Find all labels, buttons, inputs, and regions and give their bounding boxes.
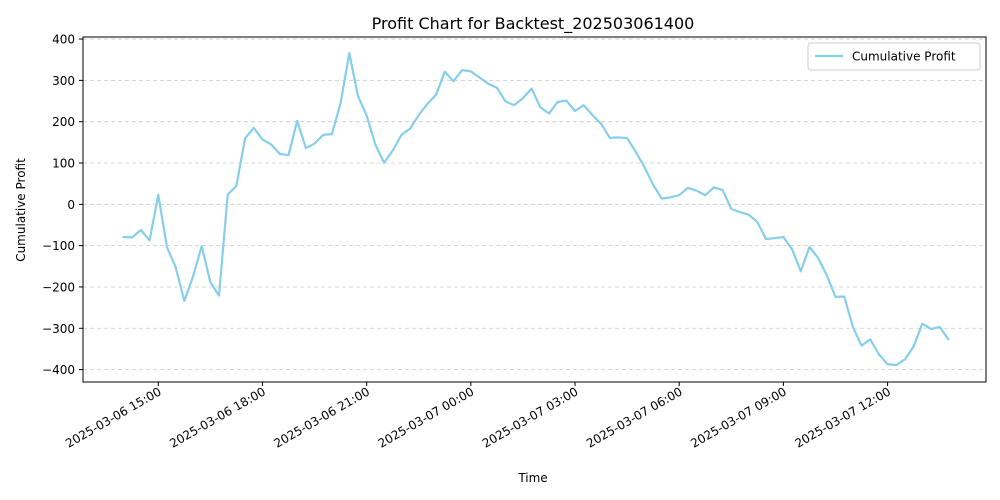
gridlines (83, 38, 986, 371)
y-tick-label: 400 (52, 33, 75, 47)
y-tick-label: −100 (42, 239, 75, 253)
cumulative-profit-line (122, 52, 950, 367)
y-axis-label: Cumulative Profit (14, 158, 28, 262)
x-tick-label: 2025-03-07 12:00 (792, 384, 893, 450)
y-tick-label: 100 (52, 157, 75, 171)
x-axis-ticks: 2025-03-06 15:00 2025-03-06 18:00 2025-03-… (63, 382, 893, 451)
legend: Cumulative Profit (807, 42, 981, 71)
y-axis-ticks: −400 −300 −200 −100 0 100 200 300 400 (42, 33, 83, 377)
y-tick-label: 0 (67, 198, 75, 212)
chart-title: Profit Chart for Backtest_202503061400 (372, 14, 695, 34)
x-tick-label: 2025-03-07 09:00 (688, 384, 789, 450)
x-axis-label: Time (517, 471, 547, 485)
y-tick-label: −300 (42, 322, 75, 336)
x-tick-label: 2025-03-07 03:00 (480, 384, 581, 450)
y-tick-label: −200 (42, 280, 75, 294)
legend-label: Cumulative Profit (852, 50, 956, 64)
plot-frame (82, 36, 987, 383)
y-tick-label: −400 (42, 363, 75, 377)
y-tick-label: 200 (52, 115, 75, 129)
x-tick-label: 2025-03-06 15:00 (63, 384, 164, 450)
x-tick-label: 2025-03-07 00:00 (376, 384, 477, 450)
x-tick-label: 2025-03-06 21:00 (271, 384, 372, 450)
y-tick-label: 300 (52, 74, 75, 88)
x-tick-label: 2025-03-06 18:00 (167, 384, 268, 450)
legend-box (807, 42, 981, 71)
x-tick-label: 2025-03-07 06:00 (584, 384, 685, 450)
